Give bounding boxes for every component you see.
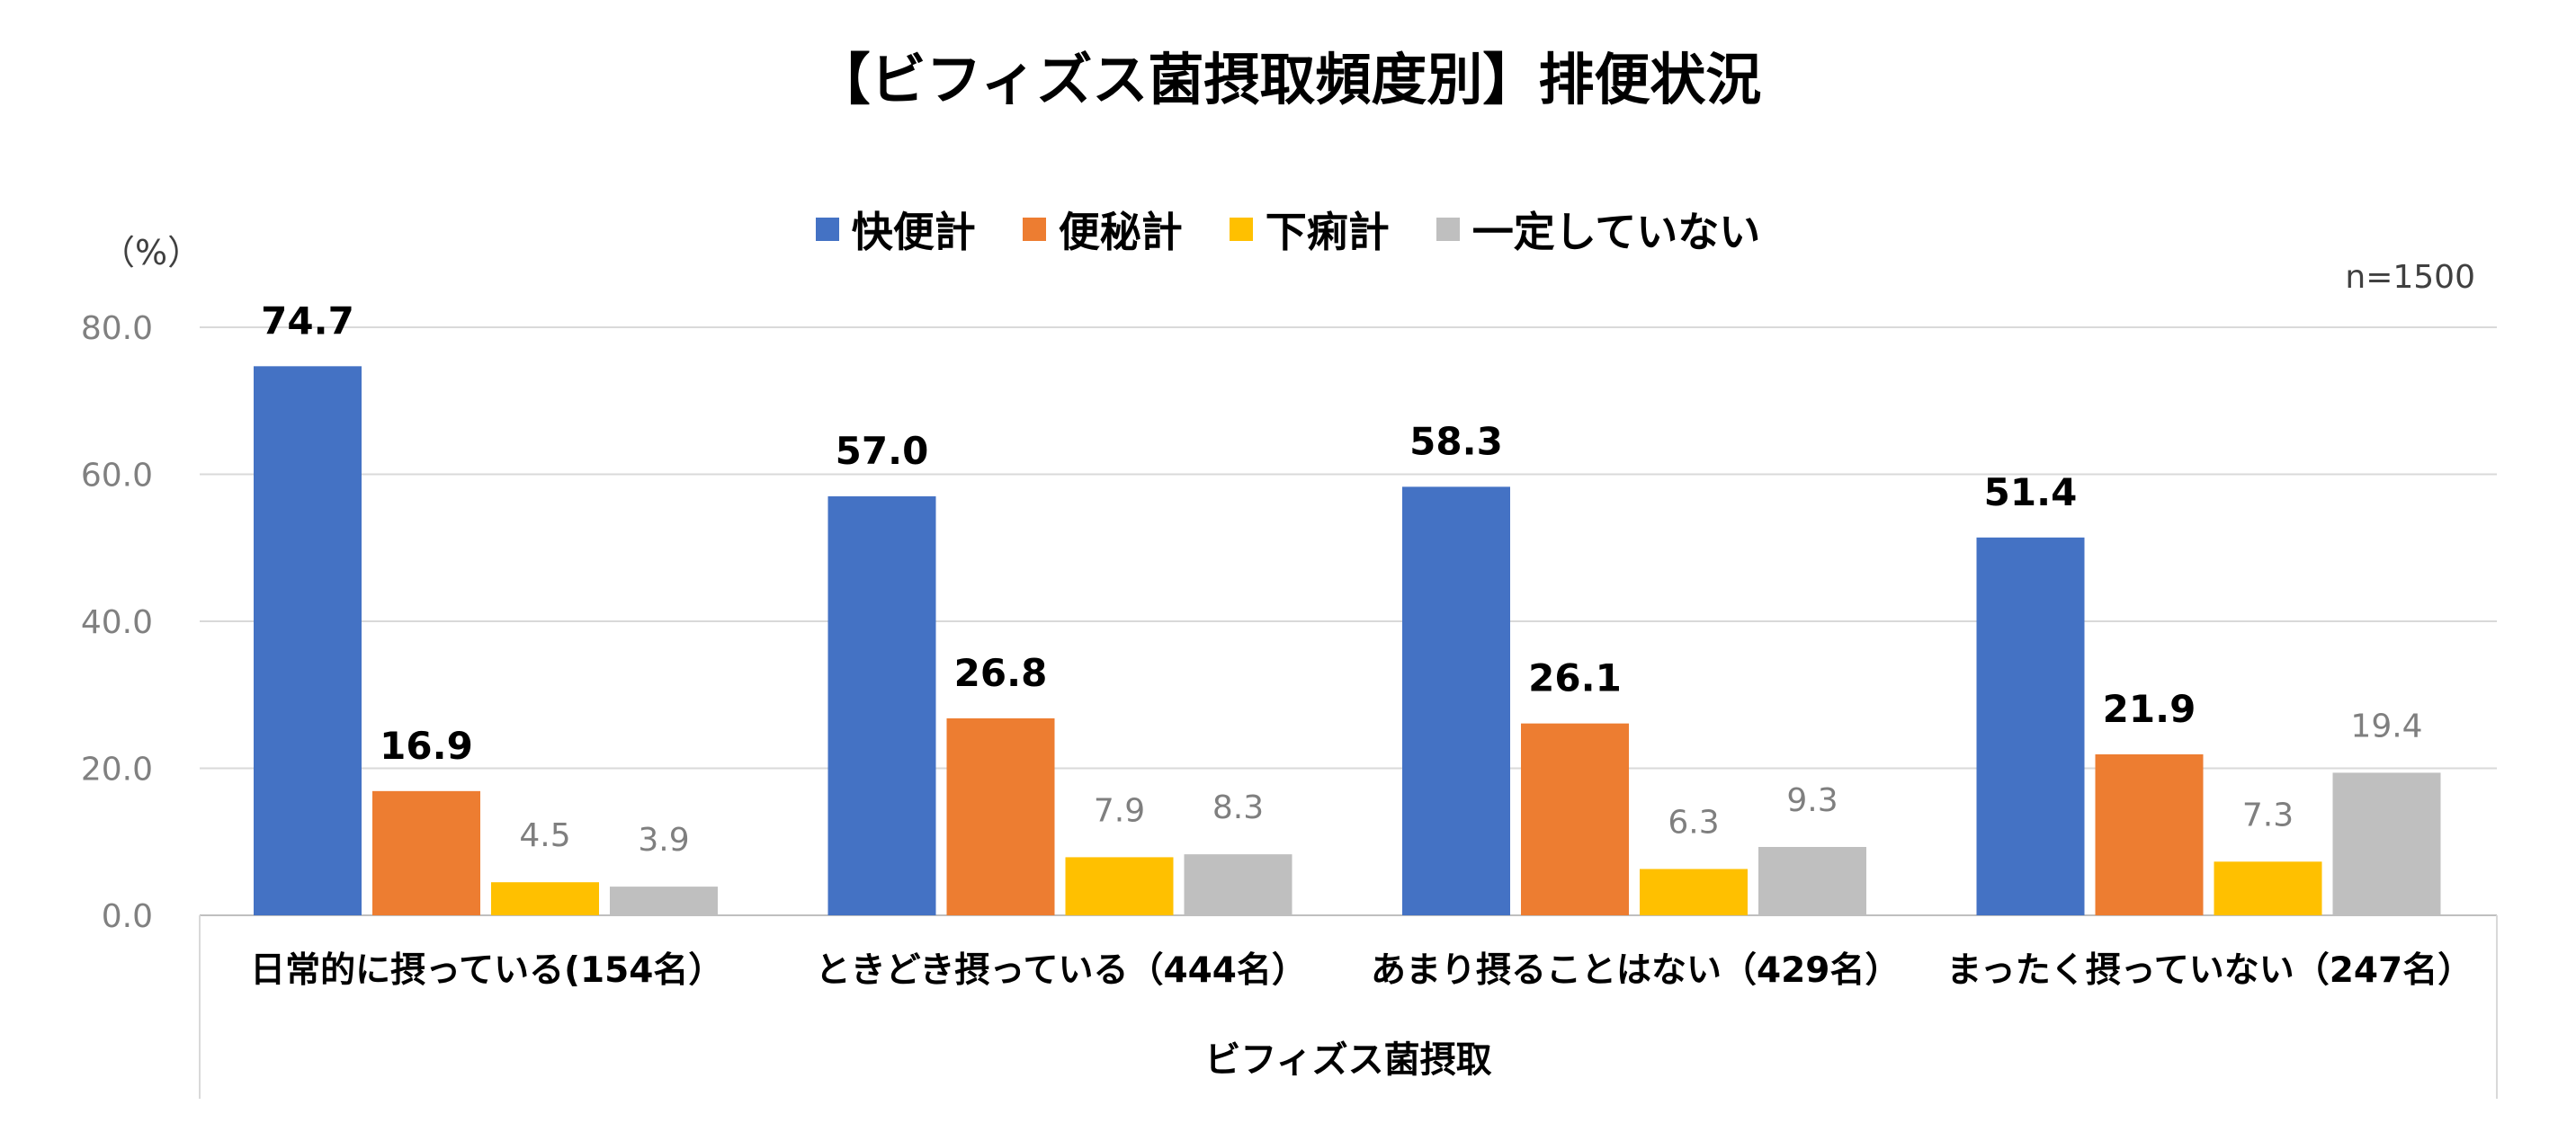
data-label: 3.9 — [638, 822, 689, 859]
category-label: まったく摂っていない（247名） — [1946, 950, 2473, 991]
data-label: 8.3 — [1212, 789, 1264, 826]
legend-item-kaiben: 快便計 — [815, 200, 976, 259]
category-label: ときどき摂っている（444名） — [816, 950, 1307, 991]
data-label: 16.9 — [380, 724, 473, 768]
data-label: 4.5 — [519, 817, 570, 854]
bar — [2214, 861, 2322, 915]
bar — [372, 790, 480, 915]
bar — [1402, 486, 1510, 915]
bar — [610, 887, 718, 915]
data-label: 7.9 — [1094, 792, 1145, 829]
bar — [2332, 772, 2441, 915]
legend-item-geri: 下痢計 — [1229, 200, 1390, 259]
bar — [1065, 857, 1174, 915]
legend-swatch-geri — [1229, 218, 1253, 241]
y-tick-label: 60.0 — [81, 458, 153, 495]
data-label: 9.3 — [1786, 782, 1838, 819]
legend: 快便計 便秘計 下痢計 一定していない — [0, 200, 2576, 259]
legend-label-geri: 下痢計 — [1265, 208, 1390, 256]
x-axis-title: ビフィズス菌摂取 — [1204, 1039, 1491, 1081]
sample-size-note: n=1500 — [2345, 259, 2475, 296]
y-tick-label: 40.0 — [81, 604, 153, 641]
data-label: 21.9 — [2103, 687, 2196, 731]
bar — [1184, 854, 1292, 915]
legend-label-irregular: 一定していない — [1471, 208, 1761, 256]
data-label: 7.3 — [2242, 797, 2294, 833]
legend-label-kaiben: 快便計 — [851, 208, 976, 256]
category-label: あまり摂ることはない（429名） — [1371, 950, 1900, 991]
bar — [946, 717, 1055, 915]
bar — [827, 496, 936, 915]
bar — [1976, 537, 2085, 915]
bar — [1758, 846, 1866, 915]
data-label: 26.1 — [1528, 656, 1622, 700]
y-tick-label: 20.0 — [81, 752, 153, 789]
data-label: 51.4 — [1984, 470, 2078, 514]
data-label: 58.3 — [1409, 419, 1503, 463]
legend-label-benpi: 便秘計 — [1058, 208, 1183, 256]
legend-swatch-irregular — [1436, 218, 1460, 241]
bar — [1521, 723, 1629, 915]
data-label: 74.7 — [261, 299, 354, 343]
y-tick-label: 0.0 — [102, 898, 153, 935]
chart-title: 【ビフィズス菌摂取頻度別】排便状況 — [814, 47, 1762, 112]
bar — [1640, 869, 1748, 915]
data-label: 6.3 — [1668, 804, 1719, 841]
data-label: 19.4 — [2350, 708, 2422, 744]
legend-item-irregular: 一定していない — [1436, 200, 1761, 259]
bar — [491, 882, 599, 915]
y-tick-label: 80.0 — [81, 310, 153, 347]
legend-item-benpi: 便秘計 — [1022, 200, 1183, 259]
bar — [2095, 753, 2204, 915]
data-label: 57.0 — [836, 429, 929, 473]
data-label: 26.8 — [954, 651, 1048, 695]
y-unit-label: （%） — [101, 233, 202, 272]
category-label: 日常的に摂っている(154名） — [250, 950, 723, 991]
legend-swatch-benpi — [1022, 218, 1046, 241]
bar — [254, 366, 362, 915]
legend-swatch-kaiben — [815, 218, 839, 241]
